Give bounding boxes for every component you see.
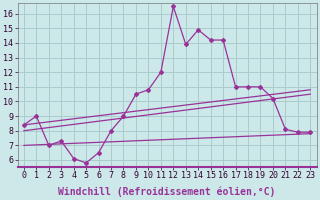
X-axis label: Windchill (Refroidissement éolien,°C): Windchill (Refroidissement éolien,°C) [58,186,276,197]
